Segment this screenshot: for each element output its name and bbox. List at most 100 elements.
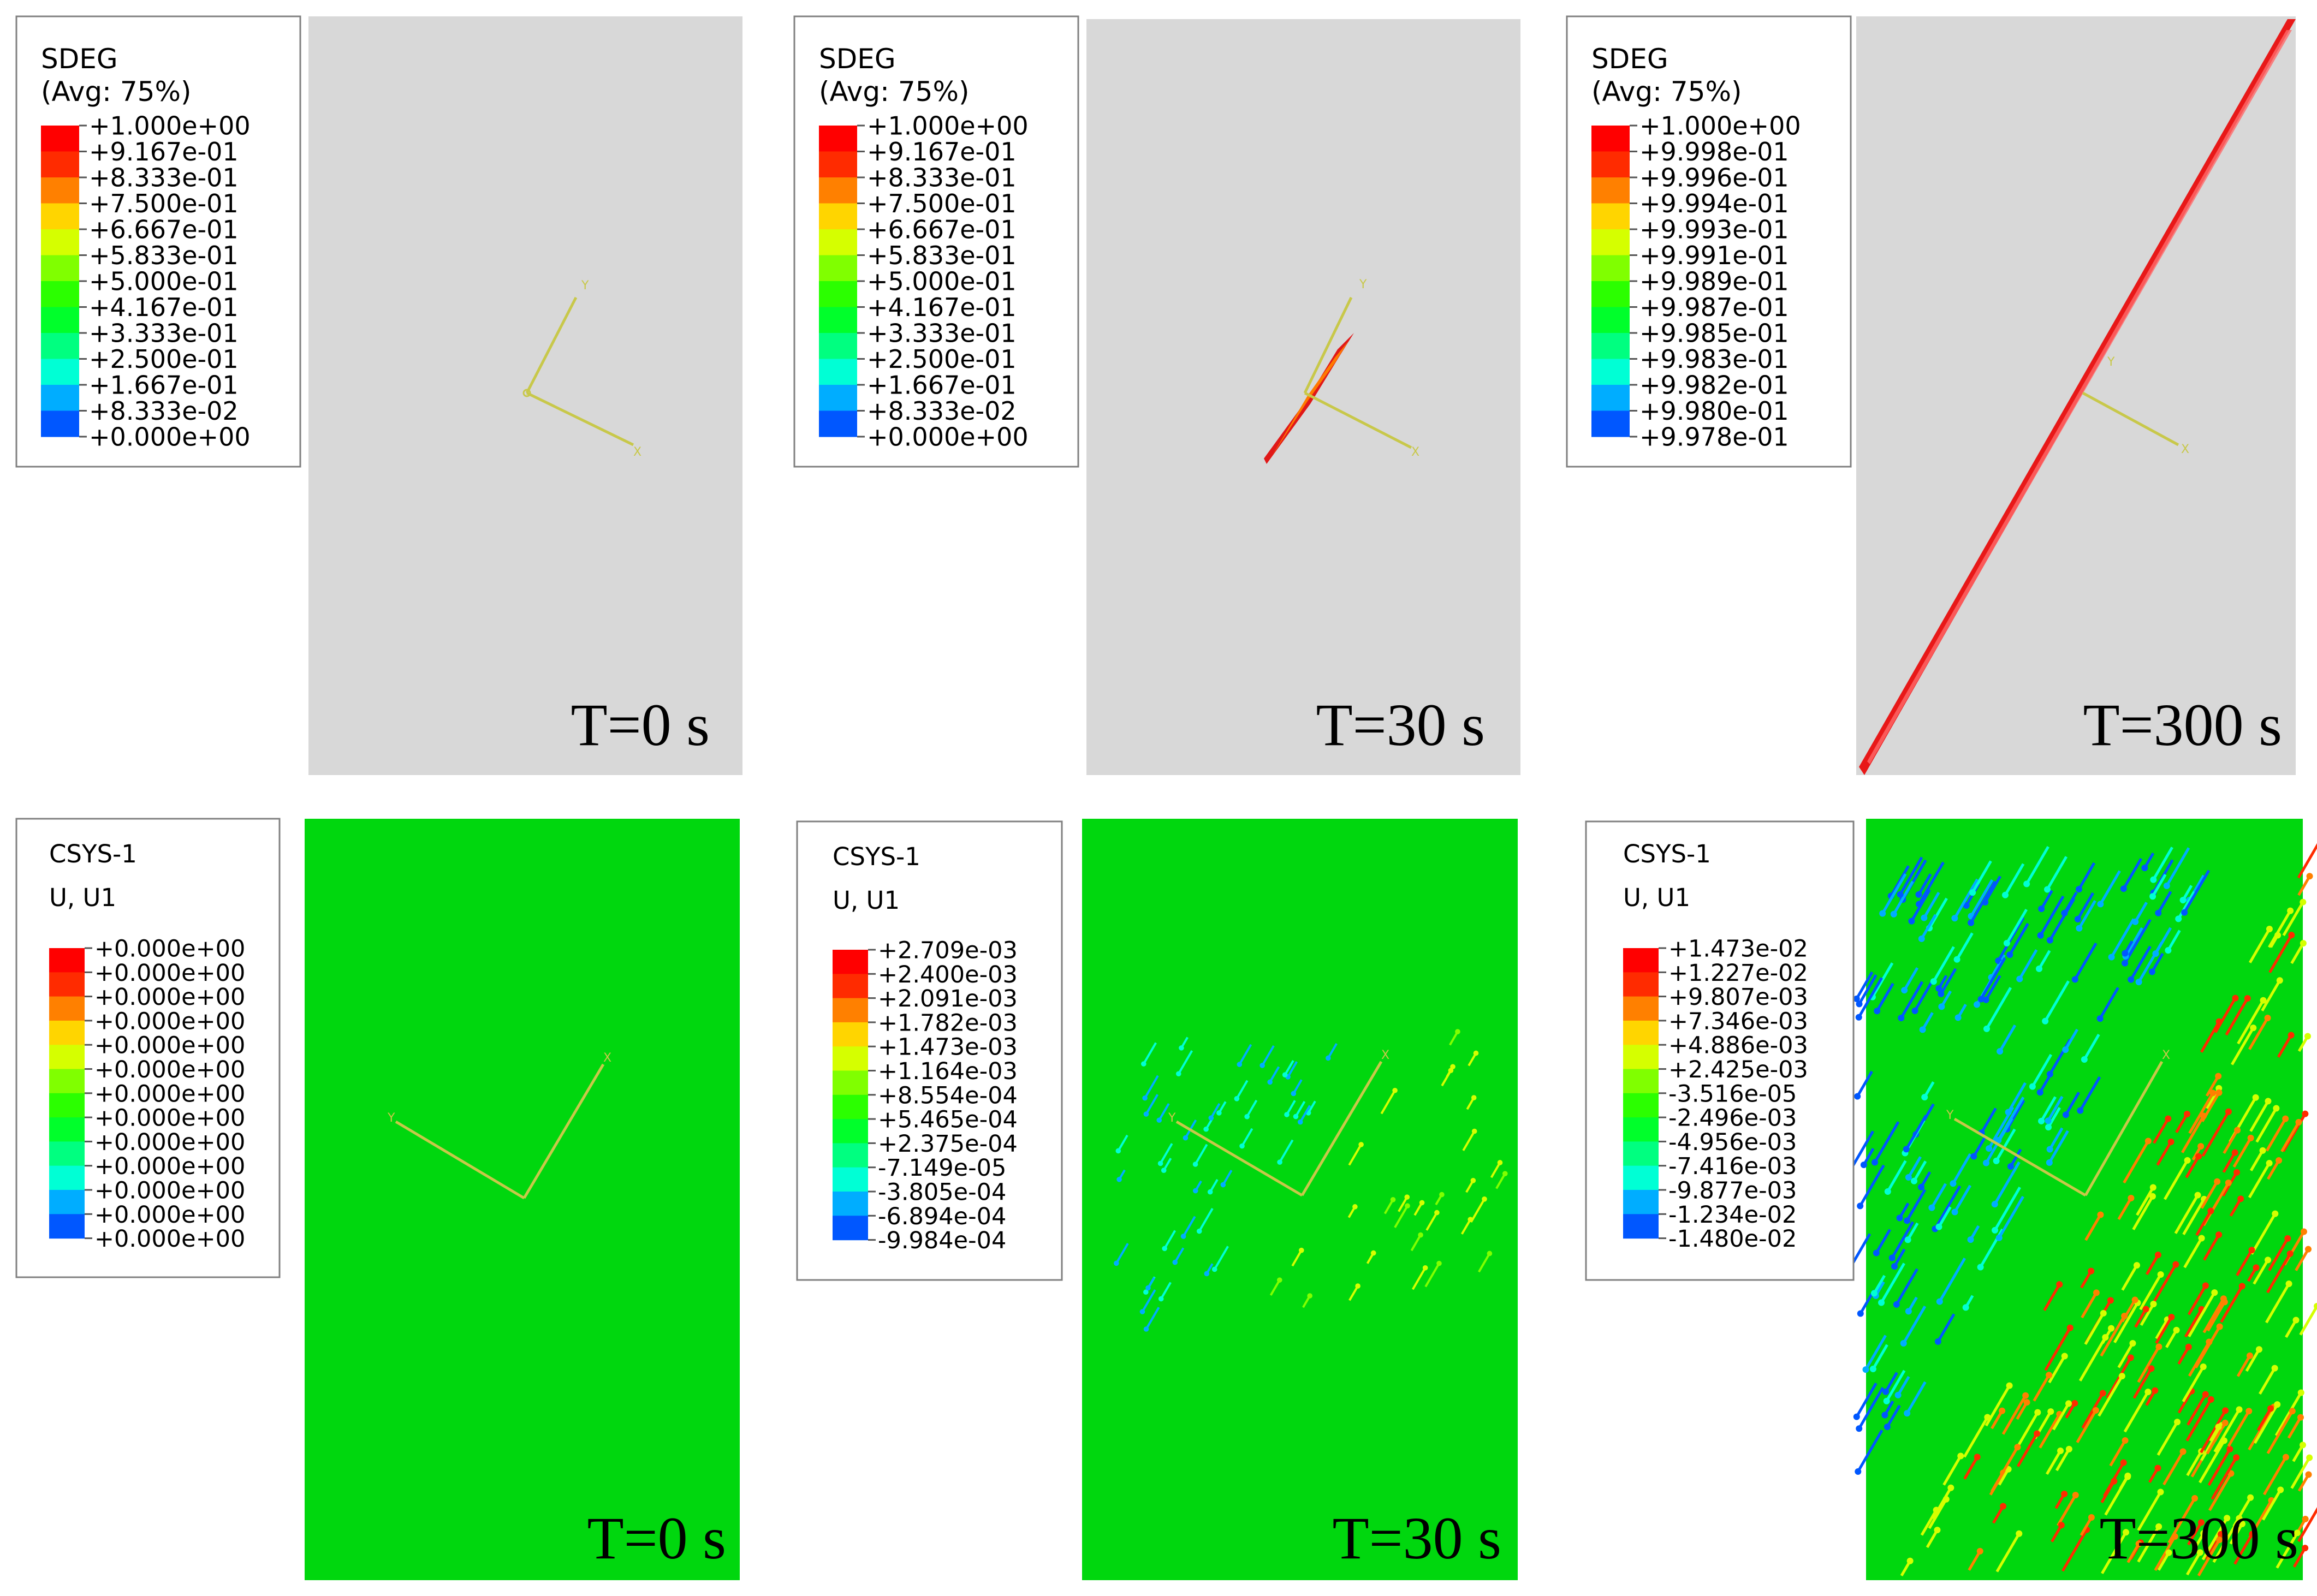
displacement-arrow-head [1307, 1293, 1312, 1299]
displacement-arrow-head [1930, 978, 1937, 985]
legend-color-cell [49, 1190, 85, 1214]
displacement-arrow [1159, 1143, 1173, 1164]
triad-x-label: X [1411, 445, 1419, 459]
displacement-arrow-head [1172, 1259, 1178, 1265]
displacement-arrow-head [2266, 926, 2273, 933]
legend-color-cell [1623, 996, 1659, 1021]
legend-color-cell [1623, 1190, 1659, 1214]
legend-color-cell [1623, 1117, 1659, 1142]
displacement-arrow-head [2097, 1211, 2104, 1218]
displacement-arrow [2206, 1301, 2226, 1332]
displacement-arrow [2100, 1480, 2116, 1503]
displacement-arrow [1970, 879, 1994, 917]
displacement-arrow [2248, 928, 2271, 963]
displacement-arrow [1410, 1234, 1422, 1252]
displacement-arrow [2292, 1547, 2307, 1568]
displacement-arrow-head [2037, 932, 2044, 939]
legend-color-cell [1623, 948, 1659, 973]
displacement-arrow [2007, 1082, 2027, 1113]
displacement-arrow-head [1220, 1182, 1226, 1188]
displacement-arrow-head [2226, 1445, 2233, 1452]
displacement-arrow-head [2276, 1157, 2283, 1164]
displacement-arrow [1222, 1170, 1233, 1186]
legend-value: +5.000e-01 [89, 267, 239, 296]
legend-value: +2.400e-03 [878, 961, 1018, 988]
legend-title: CSYS-1 [833, 842, 920, 871]
displacement-arrow [2040, 1096, 2057, 1122]
displacement-arrow-head [2202, 1391, 2209, 1398]
displacement-arrow-head [2022, 1392, 2029, 1399]
displacement-arrow-head [1434, 1210, 1440, 1216]
displacement-arrow [2229, 1523, 2244, 1545]
displacement-arrow [1926, 1529, 1939, 1549]
displacement-arrow [1902, 1306, 1927, 1344]
displacement-arrow [1897, 1375, 1910, 1396]
displacement-arrow-head [1180, 1234, 1186, 1239]
time-label: T=300 s [2083, 692, 2282, 758]
displacement-arrow [2156, 1141, 2172, 1166]
displacement-arrow [1881, 873, 1907, 914]
legend-color-cell [41, 385, 79, 412]
displacement-arrow [1424, 1262, 1440, 1288]
displacement-arrow-head [1905, 1174, 1912, 1181]
displacement-arrow-head [1497, 1160, 1503, 1165]
displacement-arrow-head [1954, 1014, 1962, 1021]
displacement-plot [1082, 819, 1518, 1580]
legend-color-cell [833, 1022, 868, 1047]
legend-color-cell [49, 1045, 85, 1070]
displacement-arrow-head [2167, 1138, 2175, 1145]
displacement-arrow-head [1896, 1214, 1903, 1222]
displacement-arrow-head [2172, 1261, 2179, 1268]
legend-color-cell [1623, 1093, 1659, 1118]
legend-scale: +2.709e-03+2.400e-03+2.091e-03+1.782e-03… [833, 937, 1018, 1254]
legend-value: +0.000e+00 [94, 1153, 245, 1180]
displacement-arrow-head [2071, 976, 2078, 983]
legend-value: +9.980e-01 [1639, 396, 1789, 426]
displacement-arrow [1993, 1161, 2021, 1205]
displacement-arrow-head [2179, 1448, 2187, 1455]
legend-color-cell [49, 1165, 85, 1190]
displacement-arrow-head [1957, 1452, 1964, 1460]
displacement-arrow [1291, 1249, 1303, 1267]
displacement-arrow-head [1192, 1188, 1198, 1194]
displacement-arrow-head [1143, 1111, 1149, 1117]
displacement-arrow [2177, 1346, 2190, 1365]
displacement-arrow [2047, 1095, 2064, 1122]
legend-color-cell [41, 177, 79, 204]
legend-value: +5.000e-01 [867, 267, 1017, 296]
displacement-arrow [2232, 1137, 2252, 1168]
legend-color-cell [49, 948, 85, 973]
displacement-arrow [1269, 1279, 1281, 1296]
displacement-vectors [1114, 1029, 1508, 1332]
displacement-arrow [1914, 979, 1935, 1012]
time-label: T=30 s [1316, 692, 1485, 758]
displacement-arrow [2137, 1346, 2160, 1383]
displacement-arrow-head [2157, 1271, 2164, 1278]
triad-x-label: X [633, 445, 641, 459]
legend-scale: +1.000e+00+9.998e-01+9.996e-01+9.994e-01… [1591, 111, 1801, 452]
displacement-arrow-head [1853, 995, 1860, 1002]
legend-title: SDEG [819, 43, 896, 75]
triad-y-label: Y [1168, 1111, 1176, 1125]
displacement-arrow [2079, 1076, 2101, 1111]
legend-value: +5.833e-01 [89, 241, 239, 270]
displacement-arrow-head [2076, 925, 2083, 932]
displacement-arrow-head [1855, 1014, 1862, 1021]
legend-color-cell [833, 1094, 868, 1119]
triad-y-label: Y [2107, 355, 2115, 369]
displacement-arrow [2084, 1214, 2102, 1241]
displacement-arrow-head [1502, 1171, 1508, 1176]
displacement-arrow [2188, 1341, 2211, 1377]
legend: CSYS-1 U, U1 +2.709e-03+2.400e-03+2.091e… [796, 820, 1063, 1281]
legend-subtitle: (Avg: 75%) [819, 76, 970, 108]
displacement-arrow-head [2282, 1115, 2289, 1122]
displacement-arrow-head [2044, 886, 2051, 893]
displacement-arrow-head [2057, 1448, 2064, 1455]
displacement-arrow [2134, 902, 2148, 923]
displacement-arrow [2137, 1526, 2160, 1563]
legend-color-cell [1591, 203, 1630, 230]
legend-value: +0.000e+00 [94, 1225, 245, 1253]
displacement-arrow-head [2072, 1492, 2079, 1499]
triad-axes: Y X [522, 279, 641, 459]
displacement-arrow [2163, 1159, 2189, 1200]
